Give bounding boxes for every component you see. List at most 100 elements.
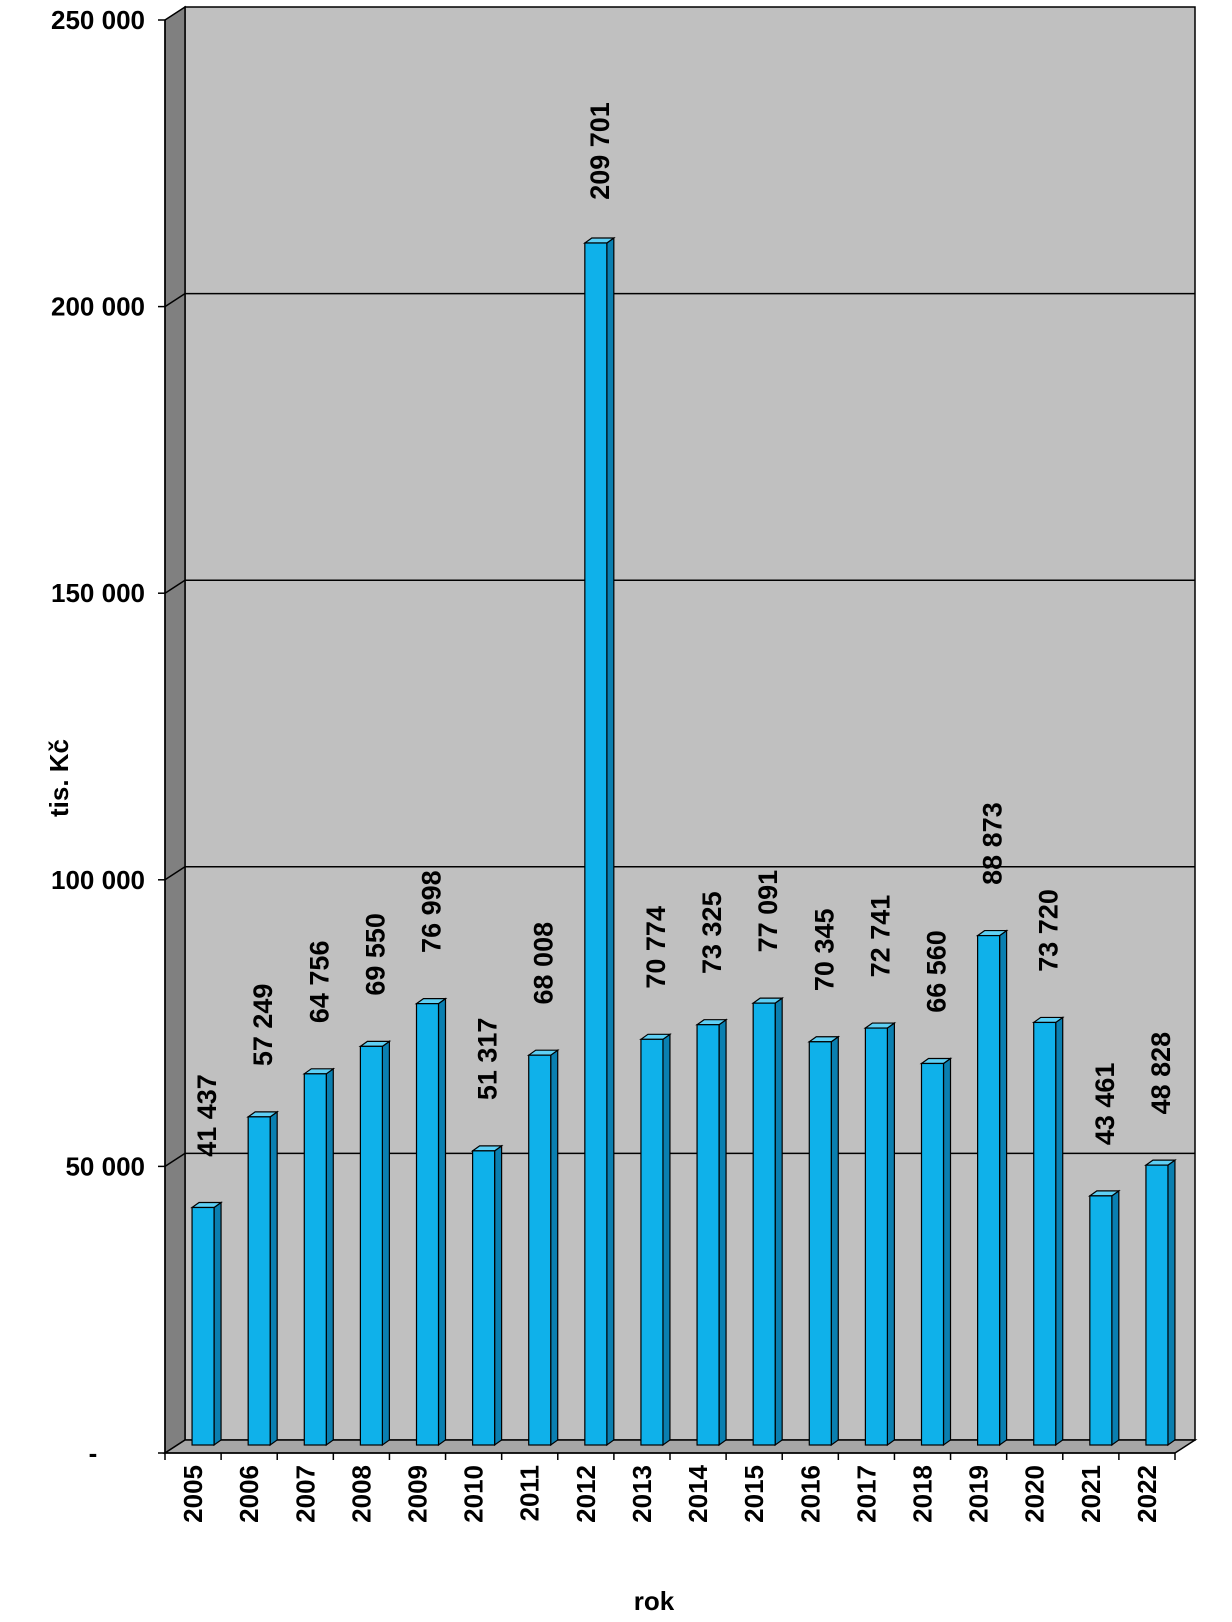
bar-side [1111,1189,1120,1447]
value-label-2018: 66 560 [922,930,952,1013]
bar-2012 [582,236,616,1447]
bar-front [1033,1021,1057,1446]
value-label-2019: 88 873 [978,802,1008,885]
x-axis-ticks: 2005 2006 2007 2008 2009 2010 2011 2012 2013 2014… [164,1452,1176,1523]
bar-2007 [302,1067,336,1447]
bar-2016 [807,1035,841,1447]
bar-side [437,997,447,1447]
bar-front [1089,1195,1113,1446]
bar-front [584,242,608,1446]
value-label-2008: 69 550 [360,913,390,996]
y-axis-label: tis. Kč [44,739,74,817]
bar-2006 [246,1110,280,1447]
bar-2019 [975,929,1009,1447]
bar-2008 [358,1040,392,1447]
bar-2009 [414,997,448,1447]
bar-2005 [190,1201,223,1447]
bar-2018 [919,1057,953,1447]
bar-2017 [863,1021,897,1447]
gridline [164,866,1195,881]
x-tick-label: 2006 [234,1465,264,1523]
bar-side [886,1021,895,1447]
bar-2020 [1031,1016,1065,1447]
y-tick-label: 50 000 [65,1151,145,1181]
bar-front [415,1003,440,1446]
value-label-2014: 73 325 [697,891,727,974]
value-label-2017: 72 741 [865,895,895,978]
value-label-2012: 209 701 [585,102,615,200]
x-tick-label: 2009 [403,1465,433,1523]
bar-front [752,1002,776,1446]
bar-side [606,236,615,1447]
x-tick-label: 2016 [795,1465,825,1523]
y-tick-label: 150 000 [51,578,145,608]
bar-2010 [470,1144,504,1447]
side-wall [164,5,186,1455]
y-tick-label: - [89,1438,98,1468]
bar-side [942,1057,952,1447]
bar-side [718,1018,727,1447]
y-tick-label: 100 000 [51,865,145,895]
value-label-2021: 43 461 [1090,1063,1120,1146]
bars [190,236,1177,1447]
bar-side [494,1144,503,1447]
x-axis-label: rok [634,1586,675,1616]
y-tick-label: 250 000 [51,5,145,35]
value-label-2022: 48 828 [1146,1032,1176,1115]
bar-side [774,996,783,1447]
bar-side [830,1035,839,1447]
x-tick-label: 2020 [1020,1465,1050,1523]
bar-2022 [1144,1158,1177,1447]
gridlines [164,292,1195,1168]
value-label-2009: 76 998 [417,870,447,953]
value-label-2010: 51 317 [473,1018,503,1101]
bar-side [269,1110,278,1447]
x-tick-label: 2015 [739,1465,769,1523]
bar-front [864,1027,888,1446]
bar-2015 [751,996,785,1447]
bar-2021 [1087,1189,1121,1447]
y-axis-ticks: - 50 000 100 000 150 000 200 000 250 000 [51,5,166,1468]
bar-2013 [639,1033,672,1447]
bar-front [359,1045,383,1446]
bar-2011 [526,1049,560,1447]
bar-side [1055,1016,1064,1447]
gridline [164,579,1195,594]
x-tick-label: 2012 [571,1465,601,1523]
x-tick-label: 2007 [290,1465,320,1523]
bar-front [977,934,1001,1446]
gridline [164,292,1195,308]
x-tick-label: 2017 [851,1465,881,1523]
value-label-2020: 73 720 [1034,889,1064,972]
x-tick-label: 2018 [908,1465,938,1523]
bar-side [550,1049,559,1447]
x-tick-label: 2014 [683,1464,713,1522]
value-label-2015: 77 091 [753,870,783,953]
bar-front [1145,1164,1169,1446]
y-tick-label: 200 000 [51,292,145,322]
bar-side [381,1040,390,1447]
x-tick-label: 2011 [515,1465,545,1521]
bar-side [999,929,1008,1447]
x-tick-label: 2021 [1076,1465,1106,1523]
x-tick-label: 2019 [964,1465,994,1523]
data-labels: 41 437 57 249 64 756 69 550 76 998 51 317 68 0… [192,102,1176,1157]
x-tick-label: 2008 [346,1465,376,1523]
value-label-2006: 57 249 [248,984,278,1067]
bar-front [528,1054,552,1446]
x-tick-label: 2022 [1132,1465,1162,1523]
bar-side [213,1201,222,1447]
bar-side [325,1067,334,1447]
bar-front [247,1116,271,1446]
bar-side [1167,1158,1176,1447]
bar-front [808,1041,832,1446]
bar-front [640,1038,664,1446]
bar-front [920,1062,945,1446]
bar-front [472,1150,496,1446]
bar-front [696,1024,720,1446]
value-label-2007: 64 756 [304,941,334,1024]
x-tick-label: 2010 [459,1465,489,1523]
value-label-2005: 41 437 [192,1074,222,1157]
value-label-2016: 70 345 [809,908,839,991]
